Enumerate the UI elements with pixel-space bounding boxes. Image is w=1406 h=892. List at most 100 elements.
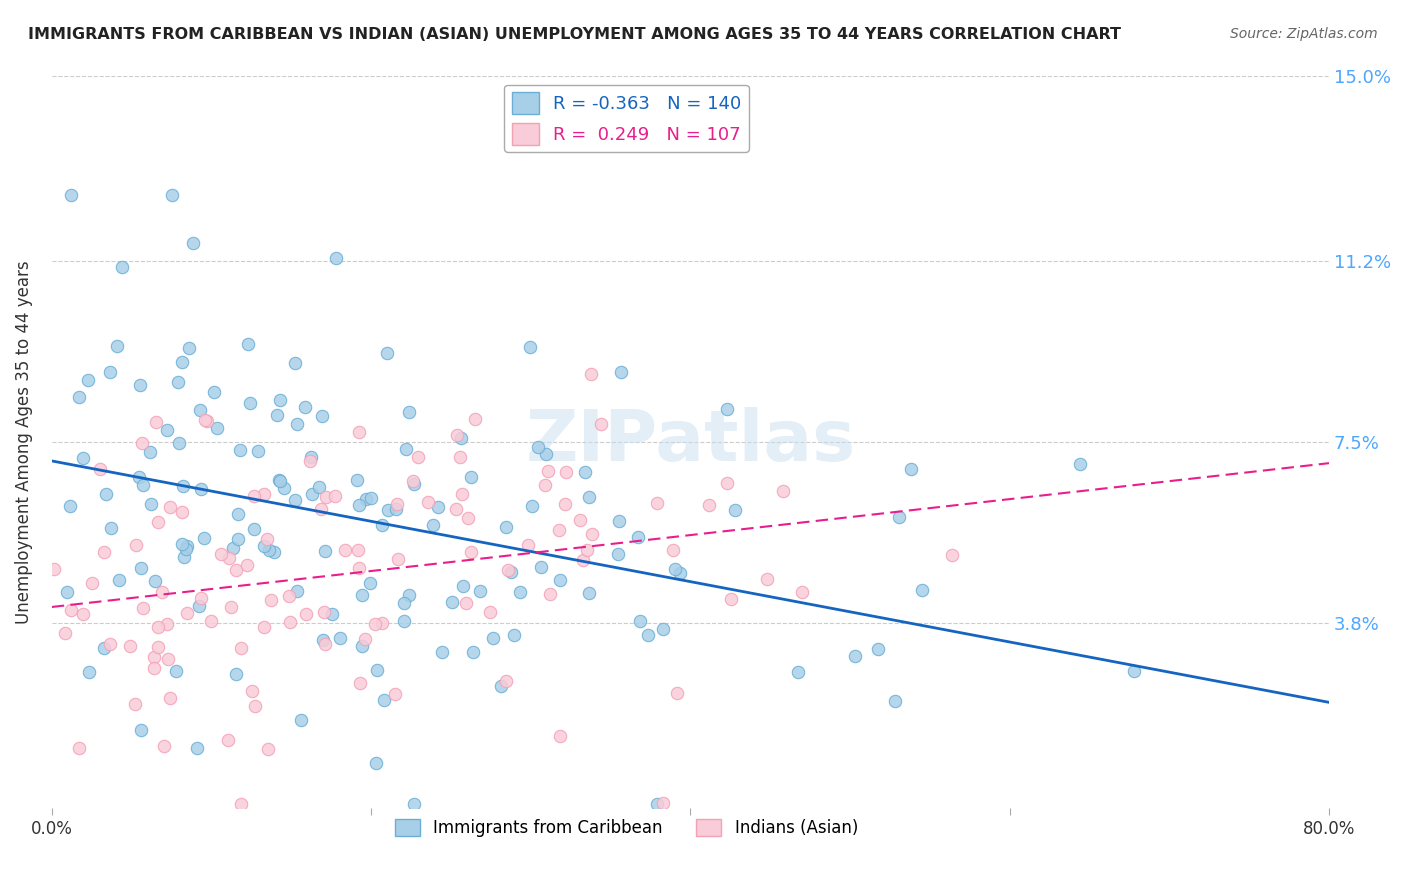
Indians (Asian) bbox=[666, 686, 689, 700]
Immigrants from Caribbean bbox=[637, 627, 659, 641]
Immigrants from Caribbean bbox=[366, 663, 388, 677]
Immigrants from Caribbean bbox=[884, 694, 907, 708]
Immigrants from Caribbean bbox=[481, 631, 503, 645]
Indians (Asian) bbox=[697, 498, 720, 512]
Indians (Asian) bbox=[537, 465, 560, 479]
Indians (Asian) bbox=[790, 584, 813, 599]
Immigrants from Caribbean bbox=[392, 614, 415, 628]
Indians (Asian) bbox=[98, 637, 121, 651]
Immigrants from Caribbean bbox=[188, 599, 211, 614]
Immigrants from Caribbean bbox=[172, 478, 194, 492]
Immigrants from Caribbean bbox=[664, 561, 686, 575]
Indians (Asian) bbox=[190, 591, 212, 605]
Indians (Asian) bbox=[446, 427, 468, 442]
Immigrants from Caribbean bbox=[578, 585, 600, 599]
Indians (Asian) bbox=[225, 563, 247, 577]
Text: Source: ZipAtlas.com: Source: ZipAtlas.com bbox=[1230, 27, 1378, 41]
Indians (Asian) bbox=[194, 413, 217, 427]
Immigrants from Caribbean bbox=[609, 514, 631, 528]
Indians (Asian) bbox=[125, 538, 148, 552]
Immigrants from Caribbean bbox=[787, 665, 810, 680]
Indians (Asian) bbox=[314, 637, 336, 651]
Immigrants from Caribbean bbox=[356, 491, 378, 506]
Immigrants from Caribbean bbox=[56, 585, 79, 599]
Immigrants from Caribbean bbox=[188, 403, 211, 417]
Immigrants from Caribbean bbox=[190, 482, 212, 496]
Indians (Asian) bbox=[534, 477, 557, 491]
Immigrants from Caribbean bbox=[578, 490, 600, 504]
Indians (Asian) bbox=[449, 450, 471, 464]
Indians (Asian) bbox=[146, 619, 169, 633]
Indians (Asian) bbox=[651, 796, 673, 810]
Indians (Asian) bbox=[152, 739, 174, 753]
Immigrants from Caribbean bbox=[269, 473, 291, 487]
Indians (Asian) bbox=[496, 563, 519, 577]
Indians (Asian) bbox=[323, 489, 346, 503]
Indians (Asian) bbox=[146, 640, 169, 655]
Immigrants from Caribbean bbox=[450, 432, 472, 446]
Indians (Asian) bbox=[60, 603, 83, 617]
Indians (Asian) bbox=[495, 674, 517, 689]
Immigrants from Caribbean bbox=[398, 588, 420, 602]
Indians (Asian) bbox=[314, 605, 336, 619]
Indians (Asian) bbox=[159, 691, 181, 706]
Immigrants from Caribbean bbox=[105, 339, 128, 353]
Immigrants from Caribbean bbox=[470, 584, 492, 599]
Immigrants from Caribbean bbox=[347, 498, 370, 512]
Indians (Asian) bbox=[240, 684, 263, 698]
Indians (Asian) bbox=[444, 501, 467, 516]
Immigrants from Caribbean bbox=[574, 465, 596, 479]
Immigrants from Caribbean bbox=[239, 395, 262, 409]
Immigrants from Caribbean bbox=[321, 607, 343, 622]
Indians (Asian) bbox=[143, 650, 166, 665]
Indians (Asian) bbox=[387, 497, 409, 511]
Indians (Asian) bbox=[120, 639, 142, 653]
Indians (Asian) bbox=[257, 742, 280, 756]
Indians (Asian) bbox=[231, 797, 253, 811]
Immigrants from Caribbean bbox=[329, 631, 352, 645]
Immigrants from Caribbean bbox=[202, 384, 225, 399]
Indians (Asian) bbox=[384, 687, 406, 701]
Indians (Asian) bbox=[756, 572, 779, 586]
Immigrants from Caribbean bbox=[669, 566, 692, 580]
Immigrants from Caribbean bbox=[432, 645, 454, 659]
Immigrants from Caribbean bbox=[489, 679, 512, 693]
Immigrants from Caribbean bbox=[520, 500, 543, 514]
Immigrants from Caribbean bbox=[645, 797, 668, 811]
Indians (Asian) bbox=[67, 741, 90, 756]
Immigrants from Caribbean bbox=[607, 547, 630, 561]
Immigrants from Caribbean bbox=[360, 491, 382, 506]
Indians (Asian) bbox=[454, 596, 477, 610]
Indians (Asian) bbox=[253, 486, 276, 500]
Immigrants from Caribbean bbox=[284, 356, 307, 370]
Immigrants from Caribbean bbox=[186, 741, 208, 756]
Immigrants from Caribbean bbox=[301, 487, 323, 501]
Immigrants from Caribbean bbox=[269, 474, 291, 488]
Immigrants from Caribbean bbox=[495, 520, 517, 534]
Immigrants from Caribbean bbox=[402, 797, 425, 811]
Indians (Asian) bbox=[159, 500, 181, 515]
Immigrants from Caribbean bbox=[889, 509, 911, 524]
Indians (Asian) bbox=[406, 450, 429, 464]
Indians (Asian) bbox=[142, 660, 165, 674]
Indians (Asian) bbox=[548, 729, 571, 743]
Indians (Asian) bbox=[42, 561, 65, 575]
Indians (Asian) bbox=[260, 593, 283, 607]
Immigrants from Caribbean bbox=[222, 541, 245, 555]
Indians (Asian) bbox=[457, 511, 479, 525]
Immigrants from Caribbean bbox=[129, 378, 152, 392]
Immigrants from Caribbean bbox=[402, 477, 425, 491]
Immigrants from Caribbean bbox=[128, 470, 150, 484]
Immigrants from Caribbean bbox=[257, 543, 280, 558]
Immigrants from Caribbean bbox=[866, 641, 889, 656]
Indians (Asian) bbox=[575, 543, 598, 558]
Indians (Asian) bbox=[460, 545, 482, 559]
Indians (Asian) bbox=[772, 484, 794, 499]
Indians (Asian) bbox=[387, 552, 409, 566]
Immigrants from Caribbean bbox=[236, 336, 259, 351]
Immigrants from Caribbean bbox=[243, 522, 266, 536]
Indians (Asian) bbox=[516, 538, 538, 552]
Immigrants from Caribbean bbox=[609, 365, 631, 379]
Indians (Asian) bbox=[554, 497, 576, 511]
Immigrants from Caribbean bbox=[311, 409, 333, 424]
